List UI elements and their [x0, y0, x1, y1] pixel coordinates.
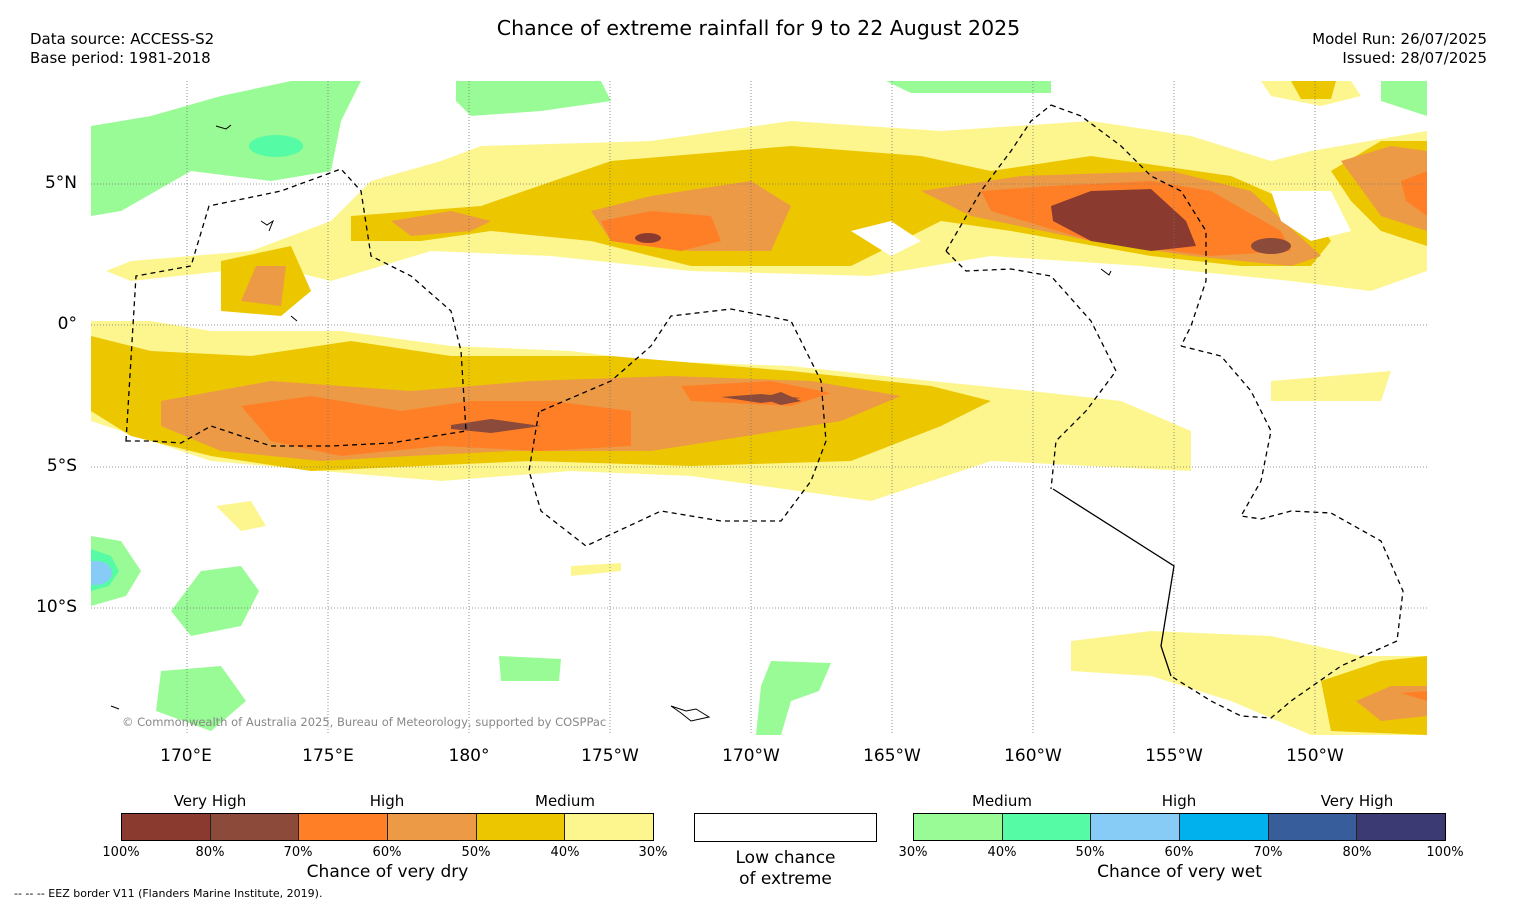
wet-swatch	[1180, 814, 1269, 840]
lat-label: 10°S	[36, 597, 77, 617]
wet-tick: 50%	[1075, 845, 1105, 860]
dry-swatch	[210, 814, 300, 840]
lon-label: 170°W	[722, 746, 780, 766]
dry-tick: 40%	[550, 845, 580, 860]
dry-category-label: Very High	[173, 792, 247, 810]
dry-tick: 100%	[102, 845, 140, 860]
low-chance-title: of extreme	[739, 869, 832, 889]
wet-region	[249, 135, 303, 157]
lon-label: 155°W	[1145, 746, 1203, 766]
dry-band	[451, 419, 541, 433]
wet-tick: 60%	[1164, 845, 1194, 860]
base-period: Base period: 1981-2018	[30, 49, 211, 67]
wet-swatch	[1357, 814, 1446, 840]
lon-label: 160°W	[1004, 746, 1062, 766]
dry-swatch	[122, 814, 211, 840]
map-title: Chance of extreme rainfall for 9 to 22 A…	[496, 16, 1021, 40]
wet-category-label: Very High	[1320, 792, 1394, 810]
dry-tick: 50%	[461, 845, 491, 860]
wet-region	[886, 81, 1051, 93]
wet-tick: 30%	[898, 845, 928, 860]
wet-region	[156, 666, 246, 731]
rainfall-map	[91, 81, 1427, 735]
wet-legend-title: Chance of very wet	[1097, 862, 1262, 882]
dry-tick: 70%	[283, 845, 313, 860]
dry-band	[1401, 171, 1427, 216]
low-chance-title: Low chance	[735, 848, 836, 868]
dry-category-label: High	[369, 792, 405, 810]
lon-label: 165°W	[863, 746, 921, 766]
lat-label: 0°	[57, 314, 77, 334]
wet-region	[171, 566, 259, 636]
wet-tick: 100%	[1426, 845, 1464, 860]
dry-legend-title: Chance of very dry	[306, 862, 469, 882]
wet-colorbar	[913, 813, 1446, 841]
dry-swatch	[299, 814, 389, 840]
dry-swatch	[476, 814, 566, 840]
dry-band	[635, 233, 661, 243]
dry-colorbar	[121, 813, 654, 841]
wet-tick: 40%	[987, 845, 1017, 860]
eez-footnote: -- -- -- EEZ border V11 (Flanders Marine…	[14, 887, 323, 900]
lon-label: 175°W	[581, 746, 639, 766]
wet-swatch	[1268, 814, 1358, 840]
dry-category-label: Medium	[535, 792, 595, 810]
dry-band	[391, 211, 491, 236]
issued-date: Issued: 28/07/2025	[1342, 49, 1487, 67]
wet-swatch	[1091, 814, 1181, 840]
dry-band	[241, 266, 286, 306]
wet-category-label: High	[1161, 792, 1197, 810]
wet-swatch	[1002, 814, 1092, 840]
dry-tick: 80%	[195, 845, 225, 860]
wet-tick: 70%	[1253, 845, 1283, 860]
dry-band	[216, 501, 266, 531]
dry-band	[1271, 371, 1391, 401]
gridlines	[91, 81, 1427, 735]
dry-swatch	[388, 814, 477, 840]
wet-region	[756, 661, 831, 735]
lat-label: 5°N	[44, 173, 77, 193]
dry-tick: 60%	[372, 845, 402, 860]
dry-band	[761, 392, 801, 405]
lon-label: 150°W	[1286, 746, 1344, 766]
dry-tick: 30%	[638, 845, 668, 860]
dry-band	[1291, 81, 1336, 99]
wet-region	[91, 81, 361, 216]
solid-boundary	[1052, 488, 1175, 677]
dry-band	[601, 211, 721, 251]
low-chance-swatch	[694, 813, 877, 842]
data-source: Data source: ACCESS-S2	[30, 30, 215, 48]
wet-tick: 80%	[1342, 845, 1372, 860]
wet-category-label: Medium	[972, 792, 1032, 810]
wet-swatch	[914, 814, 1003, 840]
eez-borders	[125, 104, 1404, 719]
islands	[110, 124, 1112, 722]
lon-label: 175°E	[302, 746, 354, 766]
wet-region	[1381, 81, 1427, 116]
model-run: Model Run: 26/07/2025	[1312, 30, 1487, 48]
lon-label: 170°E	[160, 746, 212, 766]
dry-swatch	[565, 814, 654, 840]
wet-region	[91, 561, 112, 585]
dry-band	[1051, 189, 1196, 251]
dry-band	[1341, 146, 1427, 231]
lat-label: 5°S	[46, 456, 77, 476]
dry-band	[1251, 238, 1291, 254]
dry-band	[1401, 691, 1427, 701]
dry-band	[571, 563, 621, 576]
copyright-notice: © Commonwealth of Australia 2025, Bureau…	[122, 715, 607, 729]
wet-region	[499, 656, 561, 681]
lon-label: 180°	[448, 746, 490, 766]
low-region	[371, 271, 521, 336]
low-region	[1271, 191, 1351, 241]
low-region	[851, 221, 921, 256]
wet-region	[456, 81, 611, 116]
